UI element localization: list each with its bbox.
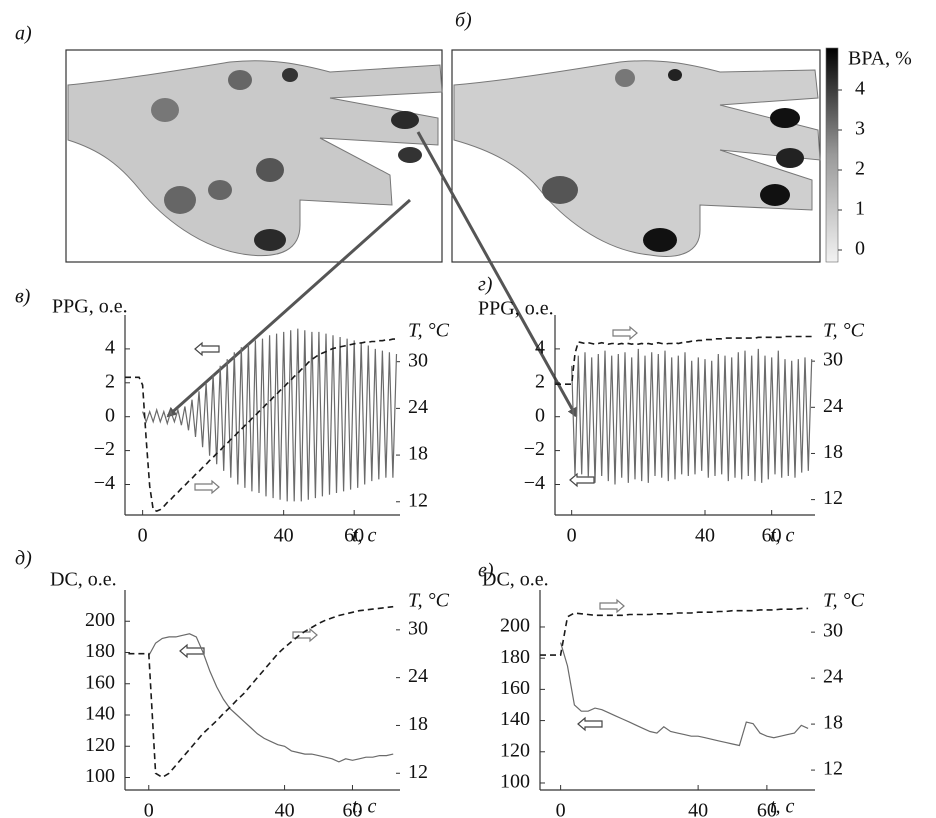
y-axis-label: DC, о.е. bbox=[50, 569, 117, 591]
x-axis-label: t, c bbox=[352, 525, 377, 547]
y-tick-label: 140 bbox=[85, 703, 115, 725]
colorbar-tick-label: 0 bbox=[855, 238, 865, 260]
y2-tick-label: 12 bbox=[823, 758, 843, 780]
y-tick-label: 0 bbox=[105, 404, 115, 426]
x-axis-label: t, c bbox=[352, 796, 377, 818]
colorbar-tick-label: 2 bbox=[855, 158, 865, 180]
data-line bbox=[560, 642, 809, 747]
y-tick-label: 180 bbox=[500, 646, 530, 668]
colorbar-tick-label: 4 bbox=[855, 78, 865, 100]
panel-label: д) bbox=[15, 548, 32, 570]
y-tick-label: 100 bbox=[500, 771, 530, 793]
data-line bbox=[128, 605, 394, 779]
x-tick-label: 60 bbox=[344, 525, 364, 547]
y2-tick-label: 12 bbox=[823, 487, 843, 509]
y-tick-label: 4 bbox=[535, 336, 545, 358]
x-tick-label: 40 bbox=[695, 525, 715, 547]
x-axis-label: t, c bbox=[770, 525, 795, 547]
axis-arrow bbox=[577, 717, 603, 731]
y2-tick-label: 30 bbox=[823, 349, 843, 371]
axis-arrow bbox=[599, 599, 625, 613]
y-tick-label: 180 bbox=[85, 640, 115, 662]
y2-tick-label: 30 bbox=[408, 617, 428, 639]
y2-axis-label: T, °C bbox=[408, 320, 450, 342]
y-tick-label: 0 bbox=[535, 404, 545, 426]
x-tick-label: 40 bbox=[274, 525, 294, 547]
colorbar-tick-label: 1 bbox=[855, 198, 865, 220]
pointer-arrow bbox=[166, 198, 411, 418]
x-tick-label: 60 bbox=[762, 525, 782, 547]
y2-tick-label: 24 bbox=[823, 395, 843, 417]
y2-axis-label: T, °C bbox=[408, 590, 450, 612]
y-tick-label: 120 bbox=[85, 734, 115, 756]
y2-tick-label: 18 bbox=[408, 443, 428, 465]
y-tick-label: 2 bbox=[535, 370, 545, 392]
x-tick-label: 0 bbox=[567, 525, 577, 547]
y-axis-label: PPG, о.е. bbox=[478, 298, 554, 320]
y-tick-label: −2 bbox=[94, 438, 115, 460]
axis-arrow bbox=[612, 326, 638, 340]
y2-tick-label: 18 bbox=[408, 713, 428, 735]
data-line bbox=[148, 633, 394, 763]
y2-tick-label: 12 bbox=[408, 761, 428, 783]
data-line bbox=[142, 328, 398, 502]
y-tick-label: 4 bbox=[105, 336, 115, 358]
panel-label: а) bbox=[15, 23, 32, 45]
axis-arrow bbox=[569, 473, 595, 487]
x-tick-label: 40 bbox=[688, 800, 708, 818]
panel-label: б) bbox=[455, 10, 472, 32]
y-axis-label: PPG, о.е. bbox=[52, 296, 128, 318]
x-tick-label: 40 bbox=[275, 800, 295, 818]
y-tick-label: 140 bbox=[500, 708, 530, 730]
y-tick-label: −4 bbox=[94, 472, 115, 494]
x-tick-label: 0 bbox=[556, 800, 566, 818]
panel-label: е) bbox=[478, 560, 494, 582]
panel-label: в) bbox=[15, 286, 31, 308]
y-tick-label: −4 bbox=[524, 472, 545, 494]
data-line bbox=[125, 338, 397, 512]
y-tick-label: 100 bbox=[85, 765, 115, 787]
hand-image-a bbox=[65, 49, 443, 263]
x-tick-label: 0 bbox=[138, 525, 148, 547]
data-line bbox=[555, 335, 812, 385]
y-tick-label: −2 bbox=[524, 438, 545, 460]
y2-tick-label: 24 bbox=[408, 396, 428, 418]
x-tick-label: 60 bbox=[342, 800, 362, 818]
x-axis-label: t, c bbox=[770, 796, 795, 818]
panel-label: г) bbox=[478, 274, 493, 296]
data-line bbox=[540, 607, 809, 656]
y-tick-label: 200 bbox=[500, 615, 530, 637]
y2-tick-label: 18 bbox=[823, 441, 843, 463]
y2-tick-label: 24 bbox=[823, 666, 843, 688]
axis-arrow bbox=[194, 342, 220, 356]
y2-axis-label: T, °C bbox=[823, 320, 865, 342]
colorbar-label: BPA, % bbox=[848, 48, 912, 70]
y2-tick-label: 30 bbox=[823, 620, 843, 642]
y2-tick-label: 24 bbox=[408, 665, 428, 687]
colorbar-tick-label: 3 bbox=[855, 118, 865, 140]
y-tick-label: 120 bbox=[500, 739, 530, 761]
y2-tick-label: 18 bbox=[823, 712, 843, 734]
colorbar bbox=[825, 47, 839, 263]
x-tick-label: 0 bbox=[144, 800, 154, 818]
axis-arrow bbox=[194, 480, 220, 494]
y2-tick-label: 12 bbox=[408, 489, 428, 511]
pointer-arrow bbox=[416, 131, 578, 418]
y-axis-label: DC, о.е. bbox=[482, 569, 549, 591]
y-tick-label: 160 bbox=[85, 671, 115, 693]
y-tick-label: 160 bbox=[500, 677, 530, 699]
y-tick-label: 2 bbox=[105, 370, 115, 392]
x-tick-label: 60 bbox=[757, 800, 777, 818]
y2-axis-label: T, °C bbox=[823, 590, 865, 612]
y-tick-label: 200 bbox=[85, 609, 115, 631]
data-line bbox=[571, 348, 813, 485]
y2-tick-label: 30 bbox=[408, 349, 428, 371]
hand-image-b bbox=[451, 49, 821, 263]
